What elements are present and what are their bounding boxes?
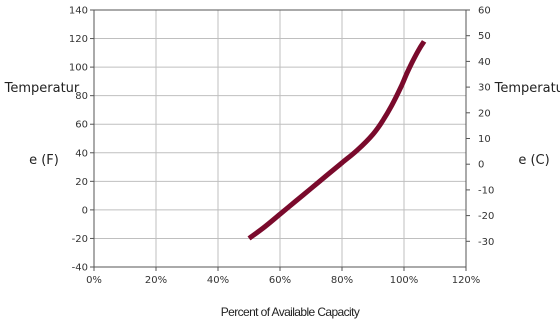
right-y-tick-label: -30 [478,237,494,248]
x-tick-label: 100% [390,275,419,286]
series-line [247,40,427,241]
left-y-tick-label: -20 [72,234,88,245]
left-y-tick-label: 140 [69,6,88,17]
right-y-axis-tick-labels: -30 -20 -10 0 10 20 30 40 50 60 [478,6,494,248]
right-y-tick-label: -20 [478,211,494,222]
right-y-tick-label: -10 [478,185,494,196]
left-y-tick-label: 20 [75,177,88,188]
right-y-tick-label: 50 [478,31,491,42]
x-tick-label: 40% [207,275,229,286]
left-y-tick-label: 120 [69,34,88,45]
right-y-axis-title: Temperatur e (C) [494,81,560,168]
x-axis-tick-labels: 0% 20% 40% 60% 80% 100% 120% [86,275,480,286]
axis-ticks [90,9,470,271]
right-y-tick-label: 40 [478,57,491,68]
left-y-axis-title-line-1: Temperatur [4,81,80,96]
left-y-axis-title-line-2: e (F) [29,153,59,168]
left-y-tick-label: 40 [75,148,88,159]
grid-lines [94,10,466,267]
right-y-axis-title-line-1: Temperatur [494,81,560,96]
right-y-tick-label: 10 [478,134,491,145]
x-tick-label: 120% [452,275,481,286]
x-axis-title: Percent of Available Capacity [221,305,360,319]
right-y-tick-label: 20 [478,108,491,119]
left-y-tick-label: 80 [75,91,88,102]
left-y-tick-label: 60 [75,120,88,131]
left-y-axis-tick-labels: -40 -20 0 20 40 60 80 100 120 140 [69,6,88,274]
left-y-tick-label: 0 [82,205,88,216]
x-tick-label: 80% [331,275,353,286]
series-layer [247,40,427,241]
left-y-tick-label: 100 [69,63,88,74]
right-y-tick-label: 0 [478,160,484,171]
x-tick-label: 0% [86,275,102,286]
x-tick-label: 60% [269,275,291,286]
right-y-tick-label: 30 [478,83,491,94]
right-y-tick-label: 60 [478,6,491,17]
left-y-axis-title: Temperatur e (F) [4,81,84,168]
right-y-axis-title-line-2: e (C) [518,153,549,168]
x-tick-label: 20% [145,275,167,286]
left-y-tick-label: -40 [72,263,88,274]
